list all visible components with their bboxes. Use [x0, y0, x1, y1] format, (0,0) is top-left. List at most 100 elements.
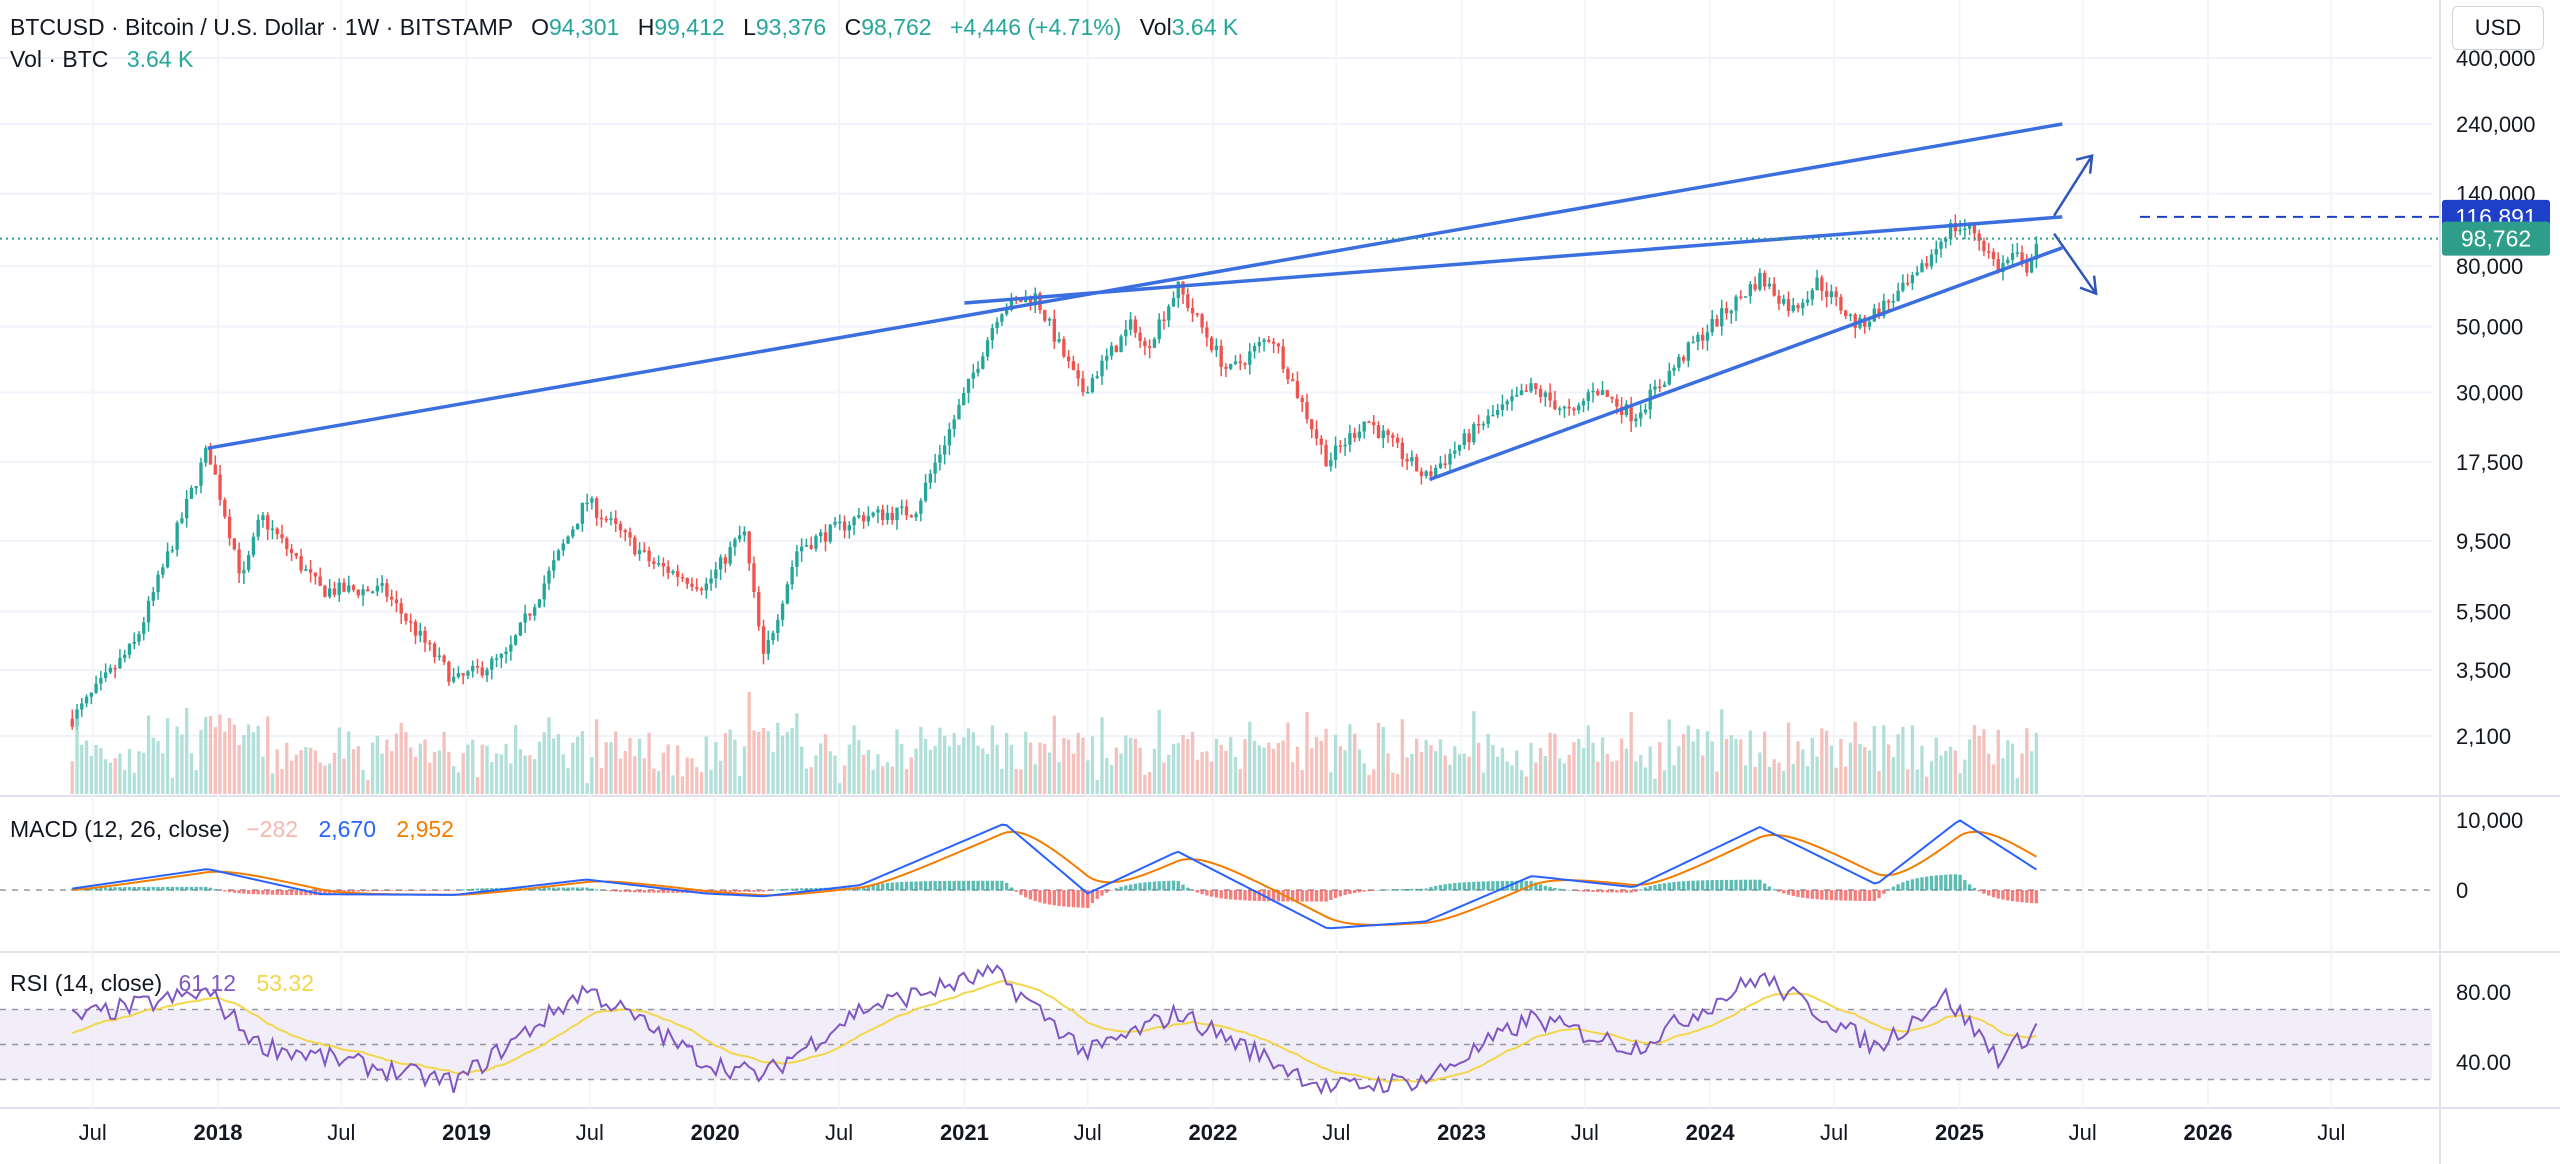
- volume-bar: [952, 733, 956, 794]
- macd-histogram-value: −282: [246, 816, 299, 842]
- candle-body: [1882, 300, 1886, 317]
- volume-bar: [966, 728, 971, 794]
- candle-body: [2010, 252, 2015, 260]
- high-label: H: [637, 14, 655, 40]
- volume-bar: [1715, 771, 1719, 794]
- candle-body: [556, 550, 561, 561]
- volume-bar: [509, 763, 513, 794]
- volume-bar: [1519, 770, 1524, 794]
- candle-body: [1095, 376, 1099, 378]
- volume-bar: [394, 733, 399, 794]
- volume-bar: [976, 745, 980, 794]
- macd-histogram-bar: [1038, 890, 1042, 903]
- macd-histogram-bar: [156, 886, 160, 891]
- macd-histogram-bar: [351, 890, 356, 892]
- candle-body: [561, 543, 565, 551]
- volume-bar: [666, 744, 670, 794]
- time-tick-label: 2023: [1437, 1120, 1486, 1145]
- currency-button[interactable]: USD: [2452, 6, 2544, 50]
- volume-bar: [547, 717, 551, 794]
- macd-histogram-bar: [1486, 881, 1490, 891]
- candle-body: [380, 583, 384, 586]
- volume-bar: [1257, 745, 1261, 794]
- candle-body: [1314, 429, 1319, 439]
- macd-histogram-bar: [1271, 890, 1276, 902]
- candle-body: [1691, 341, 1695, 344]
- time-tick-label: 2022: [1189, 1120, 1238, 1145]
- volume-bar: [189, 753, 194, 794]
- volume-bar: [2010, 743, 2015, 794]
- volume-bar: [1100, 717, 1104, 794]
- volume-bar: [871, 769, 875, 794]
- candle-body: [84, 696, 89, 704]
- volume-bar: [1510, 765, 1514, 794]
- volume-bar: [1252, 740, 1257, 794]
- macd-histogram-bar: [1267, 890, 1271, 902]
- volume-bar: [828, 751, 832, 794]
- macd-histogram-bar: [1238, 890, 1242, 901]
- macd-histogram-bar: [1066, 890, 1071, 907]
- candle-body: [747, 531, 751, 564]
- rsi-label[interactable]: RSI (14, close): [10, 970, 163, 996]
- macd-histogram-bar: [108, 887, 113, 891]
- symbol-title[interactable]: BTCUSD · Bitcoin / U.S. Dollar · 1W · BI…: [10, 14, 513, 40]
- volume-bar: [747, 691, 751, 794]
- price-tick-label: 5,500: [2456, 600, 2511, 625]
- volume-label[interactable]: Vol · BTC: [10, 46, 109, 72]
- candle-body: [1438, 463, 1443, 468]
- volume-bar: [1195, 759, 1200, 794]
- volume-bar: [1767, 766, 1772, 794]
- volume-bar: [1448, 764, 1452, 794]
- macd-histogram-bar: [1810, 890, 1814, 899]
- macd-histogram-bar: [1391, 889, 1395, 891]
- macd-histogram-bar: [1548, 886, 1552, 891]
- candle-body: [895, 507, 899, 521]
- volume-bar: [1705, 731, 1710, 794]
- macd-histogram-bar: [1934, 875, 1938, 891]
- volume-bar: [1481, 772, 1486, 794]
- candle-body: [1753, 284, 1757, 290]
- macd-histogram-bar: [556, 887, 561, 891]
- candle-body: [418, 630, 422, 636]
- macd-histogram-bar: [113, 887, 117, 891]
- candle-body: [456, 673, 461, 677]
- macd-histogram-bar: [1667, 882, 1671, 891]
- macd-histogram-bar: [1681, 881, 1686, 891]
- macd-histogram-bar: [1429, 887, 1433, 891]
- macd-label[interactable]: MACD (12, 26, close): [10, 816, 230, 842]
- macd-histogram-bar: [1815, 890, 1819, 900]
- macd-histogram-bar: [142, 886, 146, 891]
- candle-body: [656, 563, 661, 565]
- macd-histogram-bar: [909, 881, 913, 891]
- volume-bar: [1839, 738, 1843, 794]
- volume-bar: [985, 753, 990, 794]
- macd-histogram-bar: [1186, 887, 1190, 891]
- macd-histogram-bar: [1443, 884, 1447, 891]
- candle-body: [1090, 377, 1095, 392]
- macd-histogram-bar: [1619, 890, 1624, 893]
- macd-histogram-bar: [1295, 890, 1300, 902]
- volume-bar: [2020, 753, 2024, 794]
- macd-histogram-bar: [1872, 890, 1876, 902]
- macd-histogram-bar: [1824, 890, 1829, 900]
- candle-body: [1009, 298, 1014, 310]
- volume-bar: [218, 714, 222, 794]
- candle-body: [1553, 400, 1557, 410]
- macd-line-value: 2,670: [318, 816, 377, 842]
- rsi-line: [71, 963, 2038, 1096]
- macd-histogram-bar: [885, 882, 890, 891]
- volume-bar: [637, 738, 642, 794]
- candle-body: [99, 677, 103, 684]
- macd-histogram-bar: [270, 890, 275, 895]
- candle-body: [480, 667, 484, 676]
- macd-histogram-bar: [1524, 880, 1528, 891]
- volume-bar: [146, 715, 151, 794]
- candle-body: [1848, 314, 1853, 317]
- macd-histogram-bar: [1829, 890, 1834, 901]
- candle-body: [552, 560, 556, 571]
- candle-body: [1243, 363, 1247, 365]
- macd-histogram-bar: [1796, 890, 1800, 897]
- candle-body: [1310, 419, 1314, 430]
- volume-bar: [1853, 721, 1857, 794]
